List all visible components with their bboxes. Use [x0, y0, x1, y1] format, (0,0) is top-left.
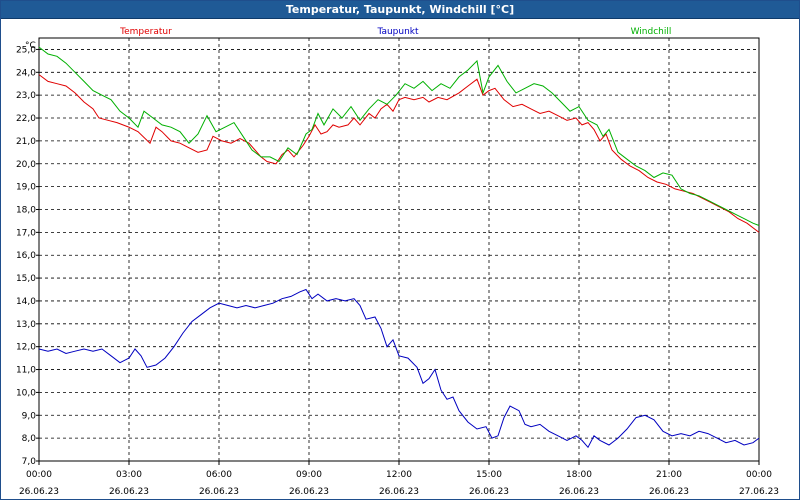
- x-tick-time-label: 18:00: [566, 470, 592, 480]
- y-tick-label: 9,0: [22, 411, 37, 421]
- series-line-windchill: [38, 46, 760, 226]
- x-tick-time-label: 00:00: [746, 470, 772, 480]
- legend-entry-windchill: Windchill: [631, 27, 672, 37]
- y-tick-label: 17,0: [16, 228, 36, 238]
- legend-entry-temperatur: Temperatur: [119, 27, 172, 37]
- x-tick-date-label: 26.06.23: [469, 487, 509, 497]
- x-tick-time-label: 03:00: [116, 470, 142, 480]
- y-tick-label: 16,0: [16, 251, 36, 261]
- x-tick-date-label: 26.06.23: [199, 487, 239, 497]
- y-tick-label: 8,0: [22, 434, 37, 444]
- series-line-taupunkt: [38, 288, 760, 449]
- y-tick-label: 10,0: [16, 388, 36, 398]
- y-tick-label: 22,0: [16, 114, 36, 124]
- legend-entry-taupunkt: Taupunkt: [376, 27, 419, 37]
- chart-title-bar: Temperatur, Taupunkt, Windchill [°C]: [1, 1, 799, 19]
- y-tick-label: 11,0: [16, 366, 36, 376]
- x-tick-date-label: 26.06.23: [19, 487, 59, 497]
- y-tick-label: 15,0: [16, 274, 36, 284]
- x-tick-date-label: 26.06.23: [109, 487, 149, 497]
- x-tick-time-label: 06:00: [206, 470, 232, 480]
- y-tick-label: 21,0: [16, 137, 36, 147]
- y-tick-label: 20,0: [16, 160, 36, 170]
- x-tick-time-label: 21:00: [656, 470, 682, 480]
- x-tick-date-label: 26.06.23: [559, 487, 599, 497]
- y-tick-label: 23,0: [16, 91, 36, 101]
- y-tick-label: 12,0: [16, 343, 36, 353]
- y-tick-label: 19,0: [16, 183, 36, 193]
- x-tick-date-label: 27.06.23: [739, 487, 779, 497]
- x-tick-time-label: 12:00: [386, 470, 412, 480]
- x-tick-date-label: 26.06.23: [649, 487, 689, 497]
- x-tick-date-label: 26.06.23: [289, 487, 329, 497]
- y-tick-label: 18,0: [16, 205, 36, 215]
- x-tick-date-label: 26.06.23: [379, 487, 419, 497]
- y-tick-label: 7,0: [22, 457, 37, 467]
- x-tick-time-label: 00:00: [26, 470, 52, 480]
- y-tick-label: 24,0: [16, 68, 36, 78]
- chart-title: Temperatur, Taupunkt, Windchill [°C]: [285, 3, 515, 16]
- x-tick-time-label: 09:00: [296, 470, 322, 480]
- y-tick-label: 25,0: [16, 45, 36, 55]
- y-tick-label: 13,0: [16, 320, 36, 330]
- y-tick-label: 14,0: [16, 297, 36, 307]
- y-axis-unit-label: °C: [25, 41, 36, 51]
- x-tick-time-label: 15:00: [476, 470, 502, 480]
